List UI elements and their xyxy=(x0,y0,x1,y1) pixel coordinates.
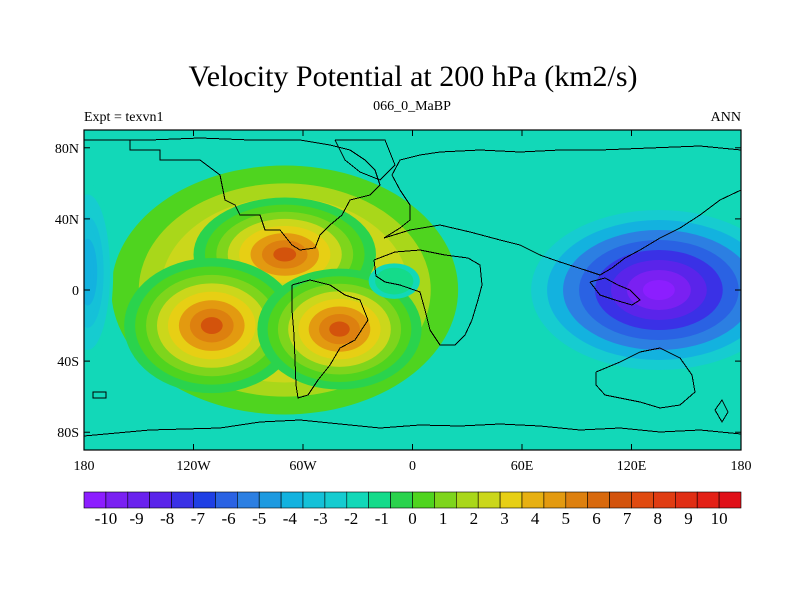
colorbar-swatch xyxy=(499,491,523,509)
coast-africa xyxy=(373,249,483,346)
colorbar-swatch xyxy=(412,491,435,509)
colorbar-swatch xyxy=(127,491,151,509)
feature-1 xyxy=(531,210,741,370)
y-tick-label: 40S xyxy=(57,355,79,370)
colorbar-swatch xyxy=(587,491,610,509)
coast-greenland xyxy=(334,139,396,181)
colorbar-label: 10 xyxy=(711,509,728,528)
coast-australia xyxy=(595,347,696,409)
x-tick-label: 60E xyxy=(511,459,534,474)
coast-nz xyxy=(714,399,729,423)
colorbar-label: -7 xyxy=(191,509,206,528)
velocity-potential-field xyxy=(84,130,741,450)
colorbar-swatch xyxy=(674,491,698,509)
colorbar-label: 4 xyxy=(531,509,540,528)
y-tick-label: 40N xyxy=(55,213,79,228)
colorbar-swatch xyxy=(631,491,654,509)
subtitle-experiment: Expt = texvn1 xyxy=(84,110,163,125)
colorbar-swatch xyxy=(258,491,282,509)
contour-level xyxy=(273,247,297,262)
coastlines xyxy=(84,137,741,437)
colorbar-label: -5 xyxy=(252,509,266,528)
colorbar-label: -6 xyxy=(221,509,235,528)
subtitle-period: 066_0_MaBP xyxy=(373,99,451,114)
colorbar-swatch xyxy=(477,491,501,509)
x-tick-label: 180 xyxy=(74,459,95,474)
y-axis-ticks: 80N 40N 0 40S 80S xyxy=(55,142,741,441)
contour-level xyxy=(391,278,398,284)
colorbar-swatch xyxy=(718,491,742,509)
x-tick-label: 180 xyxy=(731,459,752,474)
colorbar-swatch xyxy=(171,491,194,509)
colorbar-label: -10 xyxy=(95,509,118,528)
feature-3 xyxy=(124,258,300,394)
subtitle-season: ANN xyxy=(711,110,741,125)
y-tick-label: 80N xyxy=(55,142,79,157)
colorbar-swatch xyxy=(543,491,567,509)
colorbar-swatch xyxy=(105,491,129,509)
coast-eurasia xyxy=(383,145,741,276)
colorbar-label: 6 xyxy=(592,509,601,528)
colorbar-swatch xyxy=(149,491,172,509)
colorbar-swatch xyxy=(455,491,479,509)
coast-antarctica xyxy=(84,419,741,437)
x-tick-label: 120E xyxy=(617,459,647,474)
coast-small-island xyxy=(92,391,107,399)
coast-south-america xyxy=(291,279,369,399)
colorbar-label: 2 xyxy=(470,509,479,528)
contour-level xyxy=(329,321,350,337)
x-tick-label: 60W xyxy=(289,459,317,474)
colorbar-label: -4 xyxy=(283,509,298,528)
colorbar-swatch xyxy=(346,491,369,509)
colorbar-label: 3 xyxy=(500,509,509,528)
colorbar-swatch xyxy=(324,491,348,509)
contour-level xyxy=(642,280,675,300)
map-panel: 180 120W 60W 0 60E 120E 180 80N 40N 0 40S 80S xyxy=(55,129,752,474)
contour-level xyxy=(84,261,91,284)
colorbar-label: 0 xyxy=(408,509,417,528)
colorbar-label: -1 xyxy=(375,509,389,528)
colorbar-swatch xyxy=(237,491,260,509)
colorbar-swatch xyxy=(609,491,632,509)
x-tick-label: 0 xyxy=(409,459,416,474)
colorbar-label: -2 xyxy=(344,509,358,528)
colorbar-swatch xyxy=(368,491,391,509)
colorbar: -10 -9 -8 -7 -6 -5 -4 -3 -2 -1 0 1 2 3 4 5 6 7 8 9 10 xyxy=(83,491,742,528)
x-tick-label: 120W xyxy=(176,459,211,474)
map-title: Velocity Potential at 200 hPa (km2/s) xyxy=(188,60,637,93)
coast-north-america xyxy=(84,137,381,251)
colorbar-swatch xyxy=(565,491,588,509)
y-tick-label: 0 xyxy=(72,284,79,299)
colorbar-swatch xyxy=(280,491,304,509)
colorbar-label: 1 xyxy=(439,509,448,528)
colorbar-swatch xyxy=(302,491,326,509)
feature-4 xyxy=(257,268,422,390)
colorbar-swatch xyxy=(521,491,545,509)
colorbar-swatch xyxy=(653,491,676,509)
colorbar-swatch xyxy=(434,491,457,509)
y-tick-label: 80S xyxy=(57,426,79,441)
colorbar-swatch xyxy=(390,491,413,509)
colorbar-label: -8 xyxy=(160,509,174,528)
coast-maritime xyxy=(589,277,641,306)
colorbar-label: -3 xyxy=(313,509,327,528)
colorbar-label: 8 xyxy=(654,509,663,528)
colorbar-label: 5 xyxy=(562,509,571,528)
colorbar-label: 7 xyxy=(623,509,632,528)
colorbar-swatch xyxy=(193,491,216,509)
x-axis-ticks: 180 120W 60W 0 60E 120E 180 xyxy=(74,130,752,474)
contour-level xyxy=(200,317,223,334)
colorbar-swatch xyxy=(83,491,107,509)
colorbar-swatch xyxy=(215,491,238,509)
colorbar-swatch xyxy=(696,491,720,509)
feature-5 xyxy=(368,263,420,299)
colorbar-label: -9 xyxy=(129,509,143,528)
feature-6 xyxy=(84,183,114,362)
colorbar-label: 9 xyxy=(684,509,693,528)
